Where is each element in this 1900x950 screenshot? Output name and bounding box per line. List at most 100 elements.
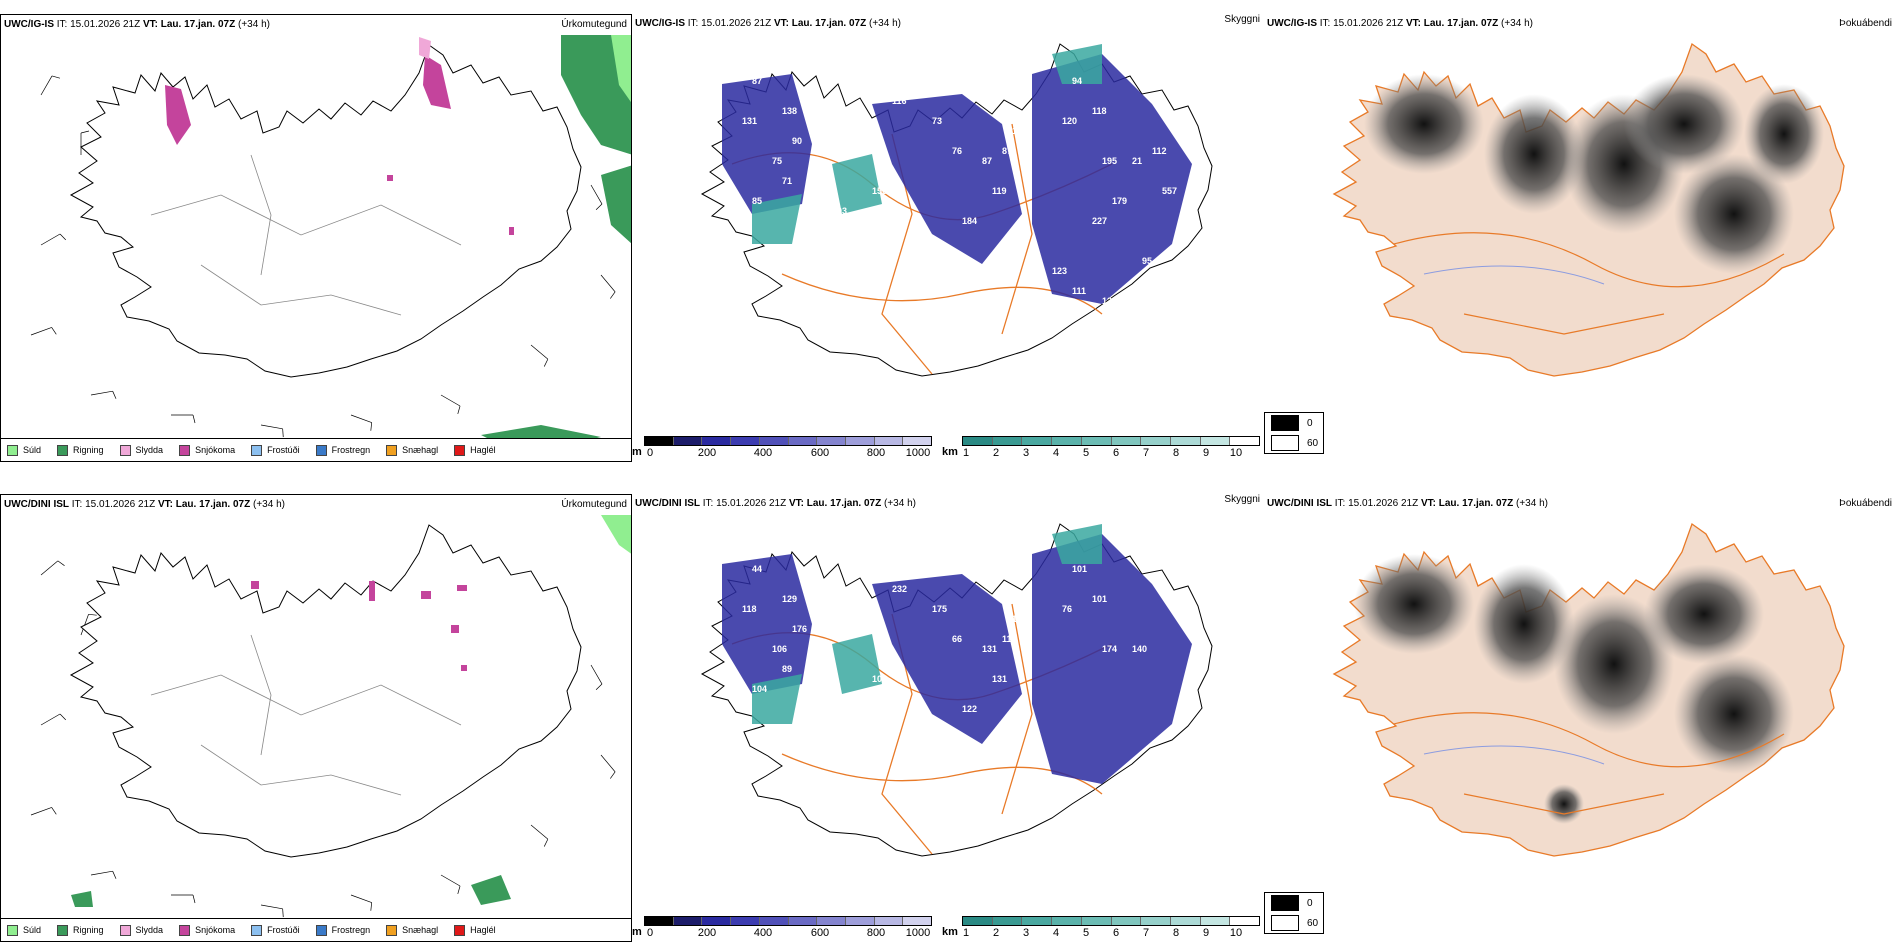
legend-item: Snæhagl [386,924,438,936]
cloud-map-top: 8713113890757185103156165116737687871231… [632,14,1264,462]
cloud-base-label: 123 [1012,126,1027,136]
cloud-base-label: 101 [1092,594,1107,604]
cloud-base-label: 557 [1162,186,1177,196]
panel-title: UWC/DINI ISL IT: 15.01.2026 21Z VT: Lau.… [4,499,285,510]
cloud-base-label: 101 [1072,564,1087,574]
legend-item: Haglél [454,444,496,456]
cloud-base-label: 123 [1052,266,1067,276]
panel-title: UWC/DINI ISL IT: 15.01.2026 21Z VT: Lau.… [1267,498,1548,509]
cloud-base-label: 94 [1072,76,1082,86]
cloud-base-label: 77 [1162,266,1172,276]
cloud-base-label: 199 [832,694,847,704]
cloud-base-label: 116 [892,96,907,106]
legend-item: Rigning [57,924,104,936]
cloud-base-label: 138 [782,106,797,116]
panel-field-label: Þokuábendi [1839,498,1892,509]
km-scale: km 1 2 3 4 5 6 7 8 9 10 [942,436,1260,460]
cloud-base-label: 195 [1102,156,1117,166]
cloud-base-label: 119 [992,186,1007,196]
legend-item: Haglél [454,924,496,936]
cloud-base-label: 71 [782,176,792,186]
precip-panel-top: UWC/IG-IS IT: 15.01.2026 21Z VT: Lau. 17… [0,14,632,462]
panel-field-label: Skyggni [1224,14,1260,25]
fog-legend: 0 60 [1264,412,1324,454]
fog-legend: 0 60 [1264,892,1324,934]
cloud-base-label: 232 [892,584,907,594]
cloud-panel-bottom: 44 118 129 176 106 89 104 199 105 108 232 175 66 131 1… [632,494,1264,942]
cloud-base-label: 112 [1152,146,1167,156]
cloud-base-label: 103 [1002,236,1017,246]
cloud-base-label: 105 [872,674,887,684]
cloud-base-label: 95 [1142,256,1152,266]
cloud-base-label: 75 [772,156,782,166]
cloud-base-label: 175 [932,604,947,614]
cloud-base-label: 176 [792,624,807,634]
panel-title: UWC/IG-IS IT: 15.01.2026 21Z VT: Lau. 17… [1267,18,1533,29]
cloud-base-label: 120 [1062,116,1077,126]
cloud-base-label: 87 [1002,146,1012,156]
cloud-base-label: 66 [952,634,962,644]
precip-legend: Súld Rigning Slydda Snjókoma Frostúði Fr… [1,918,631,941]
fog-panel-bottom: UWC/DINI ISL IT: 15.01.2026 21Z VT: Lau.… [1264,494,1900,942]
panel-field-label: Þokuábendi [1839,18,1892,29]
legend-item: Rigning [57,444,104,456]
cloud-base-label: 89 [782,664,792,674]
cloud-base-label: 73 [932,116,942,126]
cloud-base-label: 174 [1102,644,1117,654]
cloud-base-label: 131 [742,116,757,126]
cloud-panel-top: 87 131 138 90 75 71 85 103 156 165 116 73 76 87 87 123 1… [632,14,1264,462]
cloud-base-label: 131 [992,674,1007,684]
panel-field-label: Skyggni [1224,494,1260,505]
cloud-base-label: 165 [862,226,877,236]
cloud-base-label: 76 [1062,604,1072,614]
fog-panel-top: UWC/IG-IS IT: 15.01.2026 21Z VT: Lau. 17… [1264,14,1900,462]
cloud-base-label: 85 [752,196,762,206]
cloud-base-label: 132 [1012,614,1027,624]
legend-item: Snjókoma [179,444,235,456]
legend-item: Frostúði [251,444,300,456]
panel-title: UWC/DINI ISL IT: 15.01.2026 21Z VT: Lau.… [635,498,916,509]
cloud-base-label: 184 [962,216,977,226]
cloud-base-label: 129 [782,594,797,604]
cloud-base-label: 122 [962,704,977,714]
legend-item: Frostregn [315,444,370,456]
legend-item: Slydda [119,444,163,456]
cloud-base-label: 44 [752,564,762,574]
height-scale: m 0 200 400 600 800 1000 [632,436,932,460]
cloud-base-label: 87 [752,76,762,86]
cloud-base-label: 116 [1002,634,1017,644]
cloud-base-label: 140 [1132,644,1147,654]
legend-item: Slydda [119,924,163,936]
height-scale: m 0 200 400 600 800 1000 [632,916,932,940]
panel-title: UWC/IG-IS IT: 15.01.2026 21Z VT: Lau. 17… [635,18,901,29]
cloud-base-label: 118 [1092,106,1107,116]
fog-map-bottom [1264,494,1900,942]
legend-item: Súld [7,444,41,456]
cloud-base-label: 227 [1092,216,1107,226]
cloud-base-label: 179 [1112,196,1127,206]
cloud-base-label: 21 [1132,156,1142,166]
legend-item: Snæhagl [386,444,438,456]
cloud-base-label: 131 [982,644,997,654]
cloud-map-bottom: 44 118 129 176 106 89 104 199 105 108 232 175 66 131 1… [632,494,1264,942]
panel-field-label: Úrkomutegund [561,19,627,30]
panel-title: UWC/IG-IS IT: 15.01.2026 21Z VT: Lau. 17… [4,19,270,30]
cloud-base-label: 103 [832,206,847,216]
cloud-base-label: 156 [872,186,887,196]
panel-field-label: Úrkomutegund [561,499,627,510]
legend-item: Frostregn [315,924,370,936]
cloud-base-label: 124 [1102,296,1117,306]
legend-item: Snjókoma [179,924,235,936]
cloud-base-label: 90 [792,136,802,146]
legend-item: Súld [7,924,41,936]
cloud-base-label: 111 [1072,286,1086,296]
precip-map-bottom [1,495,632,942]
cloud-base-label: 118 [742,604,757,614]
precip-map-top [1,15,632,462]
legend-item: Frostúði [251,924,300,936]
cloud-base-label: 76 [952,146,962,156]
precip-legend: Súld Rigning Slydda Snjókoma Frostúði Fr… [1,438,631,461]
cloud-base-label: 104 [752,684,767,694]
cloud-base-label: 106 [772,644,787,654]
km-scale: km 1 2 3 4 5 6 7 8 9 10 [942,916,1260,940]
